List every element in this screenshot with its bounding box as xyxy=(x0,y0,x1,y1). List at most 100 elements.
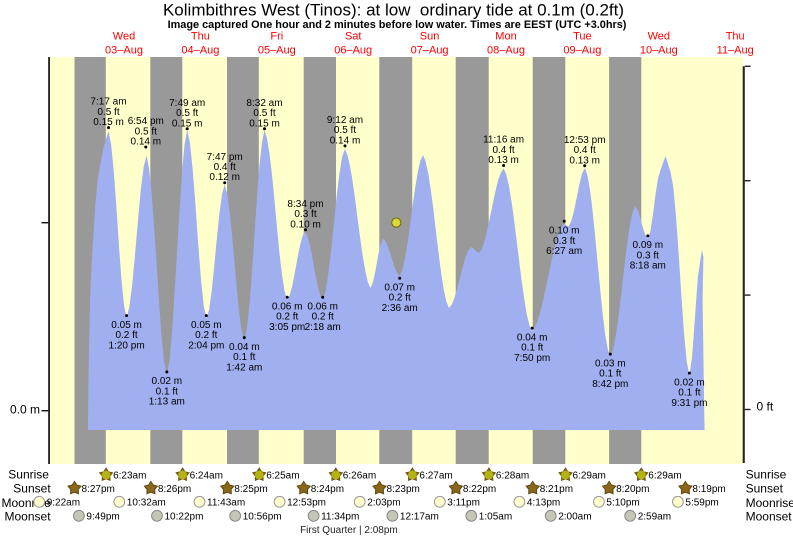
svg-text:Mon: Mon xyxy=(495,31,516,43)
svg-text:0.05 m: 0.05 m xyxy=(191,320,222,331)
svg-text:6:23am: 6:23am xyxy=(113,471,146,482)
svg-text:8:20pm: 8:20pm xyxy=(616,484,649,495)
svg-text:Wed: Wed xyxy=(113,31,135,43)
svg-text:12:53 pm: 12:53 pm xyxy=(564,135,606,146)
svg-text:11:43am: 11:43am xyxy=(207,498,245,509)
svg-text:0.10 m: 0.10 m xyxy=(290,219,321,230)
svg-text:10:56pm: 10:56pm xyxy=(243,512,282,523)
svg-text:3:05 pm: 3:05 pm xyxy=(269,322,305,333)
svg-text:12:17am: 12:17am xyxy=(400,512,439,523)
svg-text:Moonset: Moonset xyxy=(746,510,793,524)
svg-text:0.5 ft: 0.5 ft xyxy=(253,108,275,119)
svg-text:Sunrise: Sunrise xyxy=(8,468,49,482)
svg-text:08–Aug: 08–Aug xyxy=(487,45,525,57)
svg-text:2:59am: 2:59am xyxy=(638,512,671,523)
svg-text:2:00am: 2:00am xyxy=(558,512,591,523)
svg-text:10:32am: 10:32am xyxy=(127,498,166,509)
svg-text:0.3 ft: 0.3 ft xyxy=(637,250,659,261)
svg-text:0.0 m: 0.0 m xyxy=(10,403,40,417)
svg-text:11:16 am: 11:16 am xyxy=(483,135,524,146)
svg-text:8:19pm: 8:19pm xyxy=(692,484,725,495)
svg-text:0.13 m: 0.13 m xyxy=(488,155,519,166)
svg-text:6:29am: 6:29am xyxy=(648,471,681,482)
svg-text:1:20 pm: 1:20 pm xyxy=(109,340,145,351)
svg-text:8:21pm: 8:21pm xyxy=(540,484,573,495)
svg-text:8:22pm: 8:22pm xyxy=(463,484,496,495)
svg-text:0.07 m: 0.07 m xyxy=(384,283,415,294)
svg-text:03–Aug: 03–Aug xyxy=(105,45,143,57)
svg-text:Moonset: Moonset xyxy=(5,510,52,524)
svg-text:Image captured One hour and 2: Image captured One hour and 2 minutes be… xyxy=(168,19,627,31)
svg-text:7:50 pm: 7:50 pm xyxy=(514,353,550,364)
svg-text:8:25pm: 8:25pm xyxy=(234,484,267,495)
svg-text:05–Aug: 05–Aug xyxy=(258,45,296,57)
svg-text:06–Aug: 06–Aug xyxy=(334,45,372,57)
svg-text:0.2 ft: 0.2 ft xyxy=(276,312,298,323)
svg-text:5:10pm: 5:10pm xyxy=(606,498,639,509)
svg-text:Thu: Thu xyxy=(726,31,745,43)
svg-text:Sun: Sun xyxy=(420,31,440,43)
svg-text:6:29am: 6:29am xyxy=(573,471,606,482)
svg-text:6:54 pm: 6:54 pm xyxy=(128,116,164,127)
svg-text:0.15 m: 0.15 m xyxy=(172,118,203,129)
svg-text:0.06 m: 0.06 m xyxy=(272,302,303,313)
svg-text:0.10 m: 0.10 m xyxy=(549,226,580,237)
svg-text:0.12 m: 0.12 m xyxy=(209,172,240,183)
svg-text:0.5 ft: 0.5 ft xyxy=(176,108,198,119)
svg-text:Wed: Wed xyxy=(648,31,670,43)
svg-text:0.5 ft: 0.5 ft xyxy=(334,125,356,136)
svg-text:11–Aug: 11–Aug xyxy=(717,45,754,57)
svg-text:6:26am: 6:26am xyxy=(343,471,376,482)
svg-text:9:31 pm: 9:31 pm xyxy=(671,398,707,409)
svg-text:Thu: Thu xyxy=(191,31,210,43)
svg-text:0.1 ft: 0.1 ft xyxy=(156,386,178,397)
svg-text:4:13pm: 4:13pm xyxy=(527,498,560,509)
svg-text:0.14 m: 0.14 m xyxy=(330,135,361,146)
svg-text:0.1 ft: 0.1 ft xyxy=(521,343,543,354)
svg-text:10–Aug: 10–Aug xyxy=(640,45,678,57)
svg-text:12:53pm: 12:53pm xyxy=(287,498,326,509)
svg-text:Tue: Tue xyxy=(573,31,592,43)
svg-text:0.15 m: 0.15 m xyxy=(249,118,280,129)
svg-text:0.5 ft: 0.5 ft xyxy=(97,107,119,118)
svg-text:2:03pm: 2:03pm xyxy=(367,498,400,509)
svg-text:Kolimbithres West (Tinos): at: Kolimbithres West (Tinos): at low ordina… xyxy=(163,1,624,20)
svg-text:0.2 ft: 0.2 ft xyxy=(312,312,334,323)
svg-text:0.3 ft: 0.3 ft xyxy=(294,209,316,220)
svg-text:0 ft: 0 ft xyxy=(757,400,774,414)
svg-text:8:18 am: 8:18 am xyxy=(630,261,666,272)
svg-text:0.4 ft: 0.4 ft xyxy=(214,162,236,173)
svg-text:0.09 m: 0.09 m xyxy=(633,240,664,251)
svg-text:7:47 pm: 7:47 pm xyxy=(207,152,243,163)
svg-text:0.2 ft: 0.2 ft xyxy=(389,293,411,304)
svg-text:2:04 pm: 2:04 pm xyxy=(188,340,224,351)
svg-text:1:13 am: 1:13 am xyxy=(149,397,185,408)
svg-text:0.05 m: 0.05 m xyxy=(111,320,142,331)
svg-text:0.14 m: 0.14 m xyxy=(131,137,162,148)
svg-text:7:49 am: 7:49 am xyxy=(169,98,205,109)
svg-text:Sat: Sat xyxy=(345,31,362,43)
svg-text:Moonrise: Moonrise xyxy=(746,496,793,510)
svg-text:6:24am: 6:24am xyxy=(190,471,223,482)
svg-text:Sunset: Sunset xyxy=(746,482,784,496)
svg-text:0.02 m: 0.02 m xyxy=(674,377,705,388)
svg-text:5:59pm: 5:59pm xyxy=(685,498,718,509)
svg-text:0.4 ft: 0.4 ft xyxy=(574,145,596,156)
svg-text:04–Aug: 04–Aug xyxy=(181,45,219,57)
svg-text:Fri: Fri xyxy=(270,31,283,43)
svg-text:0.4 ft: 0.4 ft xyxy=(492,145,514,156)
svg-text:8:26pm: 8:26pm xyxy=(158,484,191,495)
svg-text:8:23pm: 8:23pm xyxy=(387,484,420,495)
svg-text:3:11pm: 3:11pm xyxy=(447,498,480,509)
svg-text:11:34pm: 11:34pm xyxy=(321,512,359,523)
svg-text:0.04 m: 0.04 m xyxy=(517,332,548,343)
svg-text:1:42 am: 1:42 am xyxy=(226,362,262,373)
svg-text:2:36 am: 2:36 am xyxy=(382,303,418,314)
svg-text:2:18 am: 2:18 am xyxy=(305,322,341,333)
svg-text:8:27pm: 8:27pm xyxy=(82,484,115,495)
svg-text:8:24pm: 8:24pm xyxy=(311,484,344,495)
svg-text:Sunrise: Sunrise xyxy=(746,468,787,482)
svg-text:6:27am: 6:27am xyxy=(419,471,452,482)
svg-text:First Quarter | 2:08pm: First Quarter | 2:08pm xyxy=(300,525,398,536)
svg-text:10:22pm: 10:22pm xyxy=(165,512,204,523)
